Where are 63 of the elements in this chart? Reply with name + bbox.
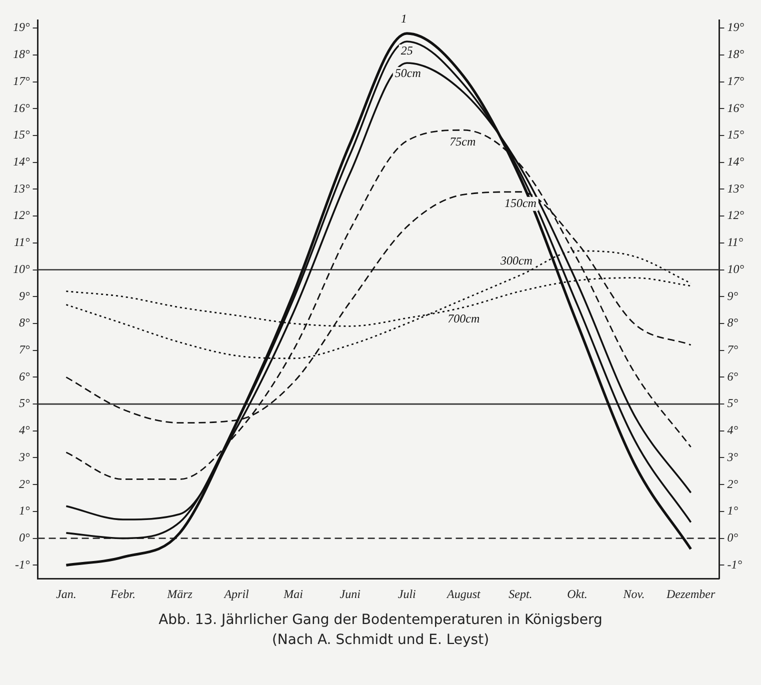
y-tick-label: 3° — [18, 450, 30, 464]
y2-tick-label: 9° — [727, 288, 738, 303]
y-tick-label: 19° — [12, 20, 30, 34]
y-tick-label: 1° — [18, 504, 30, 518]
y2-tick-label: -1° — [727, 557, 742, 572]
series-label: 1 — [400, 12, 407, 26]
x-tick-label: Juni — [340, 586, 360, 601]
x-tick-label: Okt. — [567, 586, 588, 601]
y-tick-label: 0° — [18, 530, 30, 544]
x-tick-label: März — [166, 586, 193, 601]
y-tick-label: 9° — [18, 288, 30, 303]
x-tick-label: Dezember — [665, 586, 716, 601]
y2-tick-label: 14° — [727, 154, 744, 168]
text: (Nach A. Schmidt und E. Leyst) — [270, 631, 490, 650]
y-tick-label: 8° — [18, 316, 30, 330]
y2-tick-label: 10° — [727, 262, 744, 276]
y2-tick-label: 1° — [727, 504, 738, 518]
x-tick-label: August — [446, 586, 482, 601]
y2-tick-label: 12° — [727, 208, 744, 222]
x-tick-label: Jan. — [56, 586, 76, 601]
y-tick-label: 7° — [18, 342, 30, 356]
y-tick-label: 10° — [12, 262, 30, 276]
y-tick-label: 14° — [12, 154, 30, 168]
y-tick-label: 17° — [12, 74, 30, 88]
x-tick-label: Febr. — [109, 586, 136, 601]
y2-tick-label: 11° — [727, 235, 744, 250]
y2-tick-label: 17° — [727, 74, 744, 88]
y-tick-label: 11° — [14, 235, 30, 250]
y2-tick-label: 18° — [727, 47, 744, 62]
y-tick-label: 12° — [12, 208, 30, 222]
y2-tick-label: 3° — [726, 450, 738, 464]
y-tick-label: 16° — [12, 100, 30, 115]
y2-tick-label: 5° — [727, 396, 738, 410]
x-tick-label: April — [223, 586, 250, 601]
y2-tick-label: 13° — [727, 181, 744, 196]
y-tick-label: 5° — [18, 396, 30, 410]
y-tick-label: -1° — [15, 557, 30, 572]
y2-tick-label: 4° — [727, 423, 738, 438]
y2-tick-label: 8° — [727, 316, 738, 330]
y-tick-label: 18° — [12, 47, 30, 62]
y2-tick-label: 0° — [727, 530, 738, 544]
y-tick-label: 2° — [18, 476, 30, 491]
text: Abb. 13. Jährlicher Gang der Bodentemperaturen in Königsberg — [158, 611, 604, 630]
y2-tick-label: 2° — [727, 476, 738, 491]
y-tick-label: 13° — [12, 181, 30, 196]
series-label: 75cm — [450, 134, 476, 148]
series-label: 50cm — [394, 66, 422, 80]
series-label: 700cm — [448, 312, 480, 326]
y2-tick-label: 19° — [727, 20, 744, 34]
x-tick-label: Juli — [398, 586, 416, 601]
series-label: 300cm — [499, 253, 533, 268]
y-tick-label: 15° — [12, 128, 30, 142]
y2-tick-label: 15° — [727, 128, 744, 142]
y2-tick-label: 7° — [727, 342, 738, 356]
y2-tick-label: 6° — [727, 369, 738, 384]
x-tick-label: Mai — [282, 586, 303, 601]
series-label: 150cm — [504, 196, 537, 210]
series-label: 25 — [400, 44, 413, 58]
y-tick-label: 4° — [18, 423, 30, 438]
y2-tick-label: 16° — [727, 100, 744, 115]
y-tick-label: 6° — [18, 369, 30, 384]
x-tick-label: Sept. — [508, 586, 532, 601]
x-tick-label: Nov. — [622, 586, 645, 601]
